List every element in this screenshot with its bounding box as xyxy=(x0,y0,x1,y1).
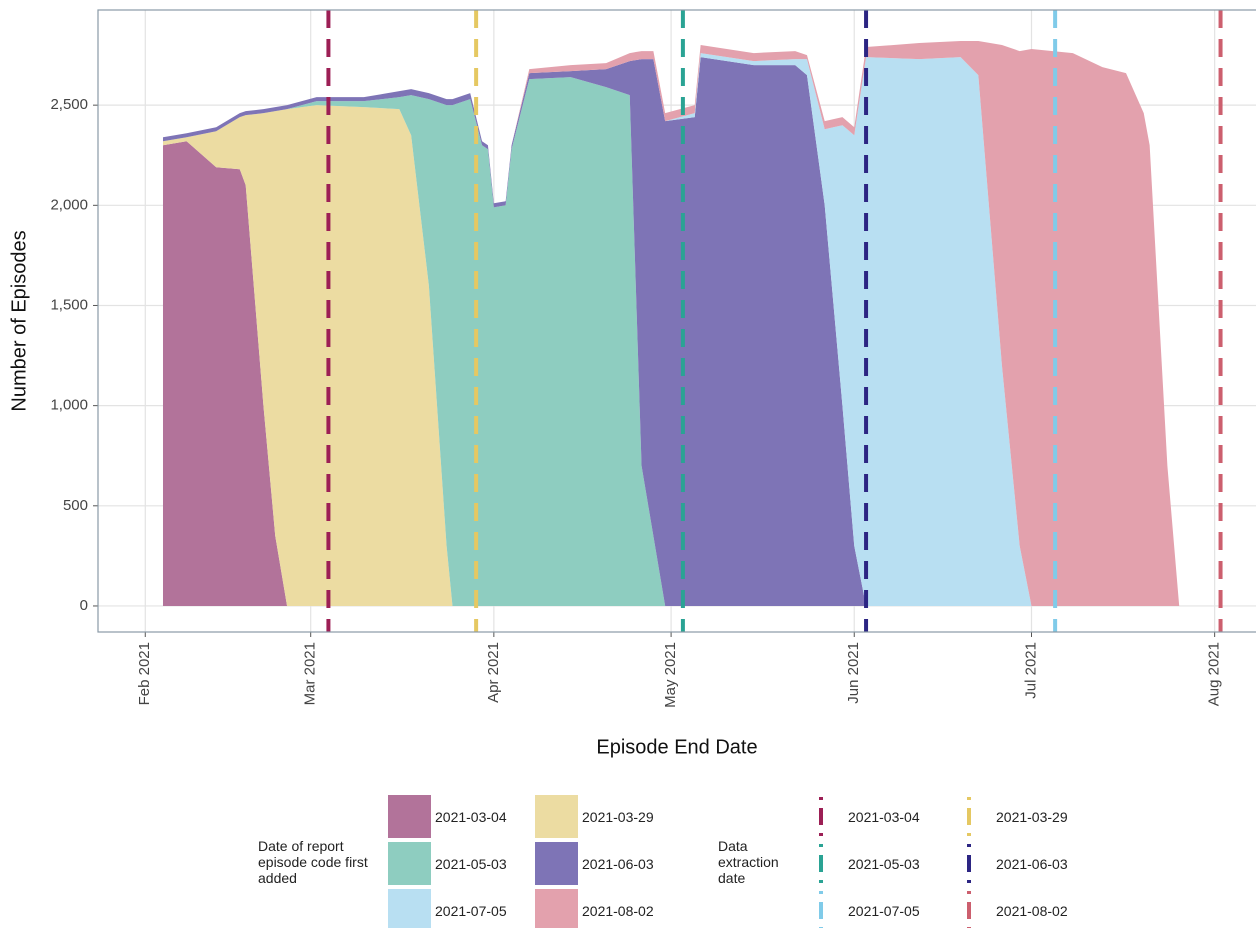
x-tick-label: Mar 2021 xyxy=(302,642,319,705)
x-tick-label: May 2021 xyxy=(662,642,679,708)
x-tick-label: Jul 2021 xyxy=(1022,642,1039,699)
legend-label: 2021-07-05 xyxy=(848,903,920,919)
legend-label: 2021-03-29 xyxy=(996,809,1068,825)
legend-label: 2021-03-04 xyxy=(435,809,507,825)
x-tick-label: Apr 2021 xyxy=(485,642,502,703)
y-axis-label: Number of Episodes xyxy=(8,230,30,411)
x-tick-label: Aug 2021 xyxy=(1206,642,1223,706)
legend-label: 2021-03-29 xyxy=(582,809,654,825)
y-tick-label: 500 xyxy=(63,497,88,514)
y-tick-label: 1,000 xyxy=(50,397,88,414)
legend-label: 2021-07-05 xyxy=(435,903,507,919)
legend-label: 2021-05-03 xyxy=(848,856,920,872)
area xyxy=(162,57,1180,606)
x-tick-label: Jun 2021 xyxy=(845,642,862,704)
legend-key xyxy=(819,889,823,928)
legend-label: 2021-03-04 xyxy=(848,809,920,825)
legend-label: 2021-08-02 xyxy=(582,903,654,919)
area xyxy=(162,53,1180,606)
legend-label: 2021-05-03 xyxy=(435,856,507,872)
area xyxy=(162,141,1180,606)
x-axis-label: Episode End Date xyxy=(596,736,757,758)
legend-label: 2021-06-03 xyxy=(582,856,654,872)
x-tick-label: Feb 2021 xyxy=(136,642,153,705)
legend-title: Data extraction date xyxy=(718,838,779,886)
y-tick-label: 2,000 xyxy=(50,196,88,213)
legend-swatch xyxy=(535,795,578,838)
y-tick-label: 2,500 xyxy=(50,96,88,113)
area xyxy=(162,41,1180,606)
plot-border xyxy=(97,9,1256,633)
legend-key xyxy=(967,889,971,928)
y-tick-label: 1,500 xyxy=(50,296,88,313)
y-tick-label: 0 xyxy=(80,597,88,614)
legend-label: 2021-08-02 xyxy=(996,903,1068,919)
area xyxy=(162,105,1180,606)
legend-swatch xyxy=(388,889,431,928)
legend-title: Date of report episode code first added xyxy=(258,838,368,886)
legend-label: 2021-06-03 xyxy=(996,856,1068,872)
legend-key xyxy=(967,842,971,885)
legend-swatch xyxy=(388,795,431,838)
legend-swatch xyxy=(388,842,431,885)
legend-key xyxy=(819,842,823,885)
legend-swatch xyxy=(535,842,578,885)
legend-key xyxy=(967,795,971,838)
legend-key xyxy=(819,795,823,838)
legend-swatch xyxy=(535,889,578,928)
